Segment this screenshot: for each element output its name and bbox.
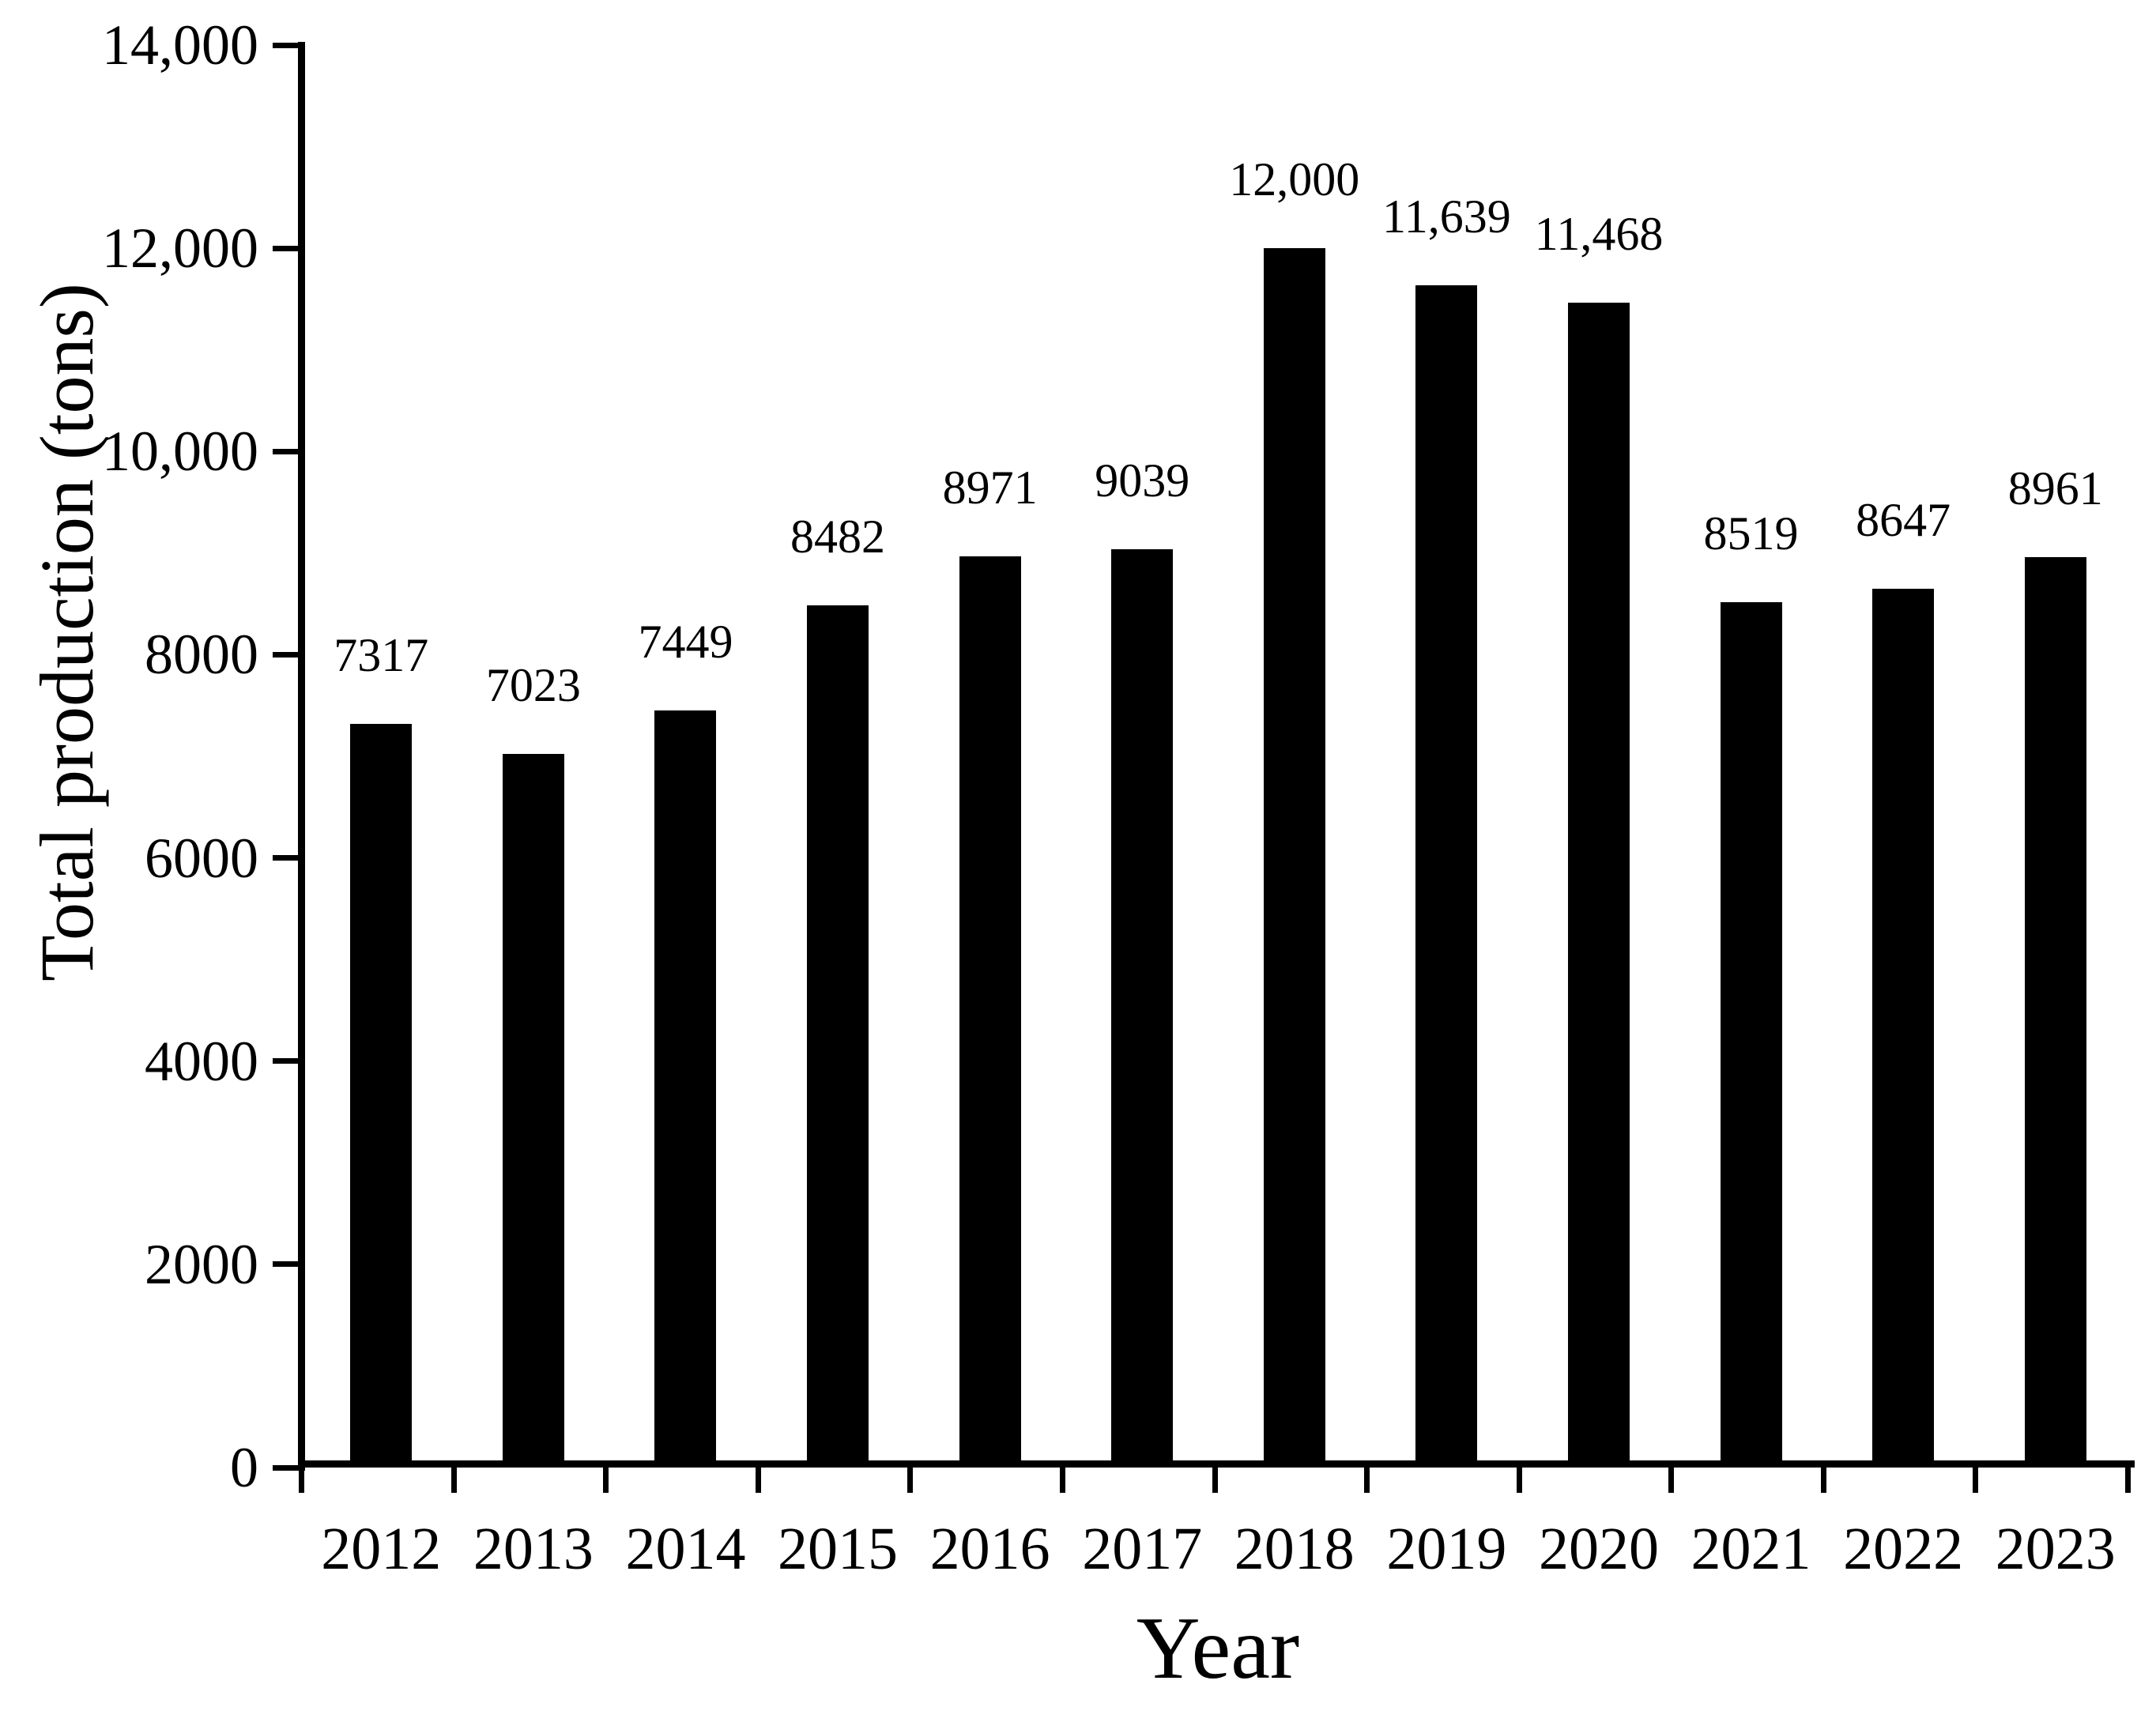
bar [959, 556, 1021, 1468]
y-axis-tick-label: 8000 [145, 623, 258, 687]
x-axis-tick-label: 2017 [1082, 1516, 1203, 1582]
bar [1263, 248, 1325, 1468]
x-axis-title: Year [1136, 1600, 1300, 1698]
bar [1872, 589, 1935, 1468]
x-axis-tick-label: 2021 [1690, 1516, 1811, 1582]
y-axis-tick-label: 4000 [145, 1029, 258, 1093]
y-axis-tick [273, 245, 298, 251]
y-axis-tick [273, 448, 298, 454]
x-axis-tick [1973, 1468, 1979, 1493]
x-axis-tick-label: 2019 [1386, 1516, 1507, 1582]
bar-value-label: 7449 [638, 616, 733, 669]
bar-value-label: 7023 [485, 659, 581, 712]
bar [2024, 556, 2086, 1468]
x-axis-tick [2125, 1468, 2131, 1493]
x-axis-tick-label: 2020 [1538, 1516, 1659, 1582]
y-axis-tick [273, 1464, 298, 1471]
bar-value-label: 9039 [1095, 454, 1190, 507]
bar-value-label: 11,639 [1381, 190, 1511, 243]
y-axis-tick-label: 14,000 [102, 13, 258, 77]
x-axis-tick [755, 1468, 761, 1493]
bar-value-label: 12,000 [1229, 153, 1360, 206]
bar [1111, 548, 1174, 1468]
bar [1567, 302, 1630, 1468]
y-axis-tick-label: 12,000 [102, 217, 258, 281]
x-axis-tick [450, 1468, 457, 1493]
x-axis-tick [1212, 1468, 1218, 1493]
y-axis-tick-label: 10,000 [102, 420, 258, 484]
x-axis-tick [907, 1468, 914, 1493]
bar-value-label: 8647 [1856, 494, 1951, 547]
y-axis-title: Total production (tons) [24, 283, 109, 982]
bar-value-label: 11,468 [1534, 207, 1664, 260]
x-axis-tick-label: 2023 [1995, 1516, 2116, 1582]
x-axis-tick [1364, 1468, 1370, 1493]
y-axis-tick-label: 2000 [145, 1232, 258, 1296]
y-axis-tick [273, 651, 298, 658]
bar-value-label: 8482 [790, 511, 886, 563]
x-axis-tick-label: 2018 [1234, 1516, 1355, 1582]
y-axis-tick [273, 1261, 298, 1268]
bar [350, 724, 413, 1468]
bar-value-label: 8519 [1703, 507, 1799, 560]
bar [1720, 601, 1782, 1468]
x-axis-tick [299, 1468, 304, 1493]
y-axis-line [298, 42, 305, 1471]
bar [502, 754, 564, 1468]
y-axis-tick [273, 42, 298, 48]
x-axis-tick-label: 2016 [929, 1516, 1050, 1582]
x-axis-line [298, 1460, 2135, 1468]
x-axis-tick [1059, 1468, 1065, 1493]
y-axis-tick [273, 855, 298, 861]
bar-value-label: 8971 [942, 461, 1038, 514]
bar [807, 605, 869, 1468]
y-axis-tick [273, 1058, 298, 1064]
y-axis-tick-label: 0 [230, 1436, 258, 1499]
x-axis-tick [1516, 1468, 1522, 1493]
x-axis-tick-label: 2013 [473, 1516, 594, 1582]
x-axis-tick-label: 2014 [625, 1516, 746, 1582]
bar [1415, 284, 1478, 1468]
x-axis-tick [603, 1468, 609, 1493]
x-axis-tick-label: 2022 [1843, 1516, 1964, 1582]
bar [654, 710, 717, 1468]
x-axis-tick [1820, 1468, 1826, 1493]
x-axis-tick-label: 2015 [778, 1516, 899, 1582]
y-axis-tick-label: 6000 [145, 826, 258, 890]
bar-value-label: 7317 [334, 629, 429, 682]
bar-value-label: 8961 [2007, 462, 2103, 514]
x-axis-tick-label: 2012 [321, 1516, 442, 1582]
x-axis-tick [1668, 1468, 1675, 1493]
